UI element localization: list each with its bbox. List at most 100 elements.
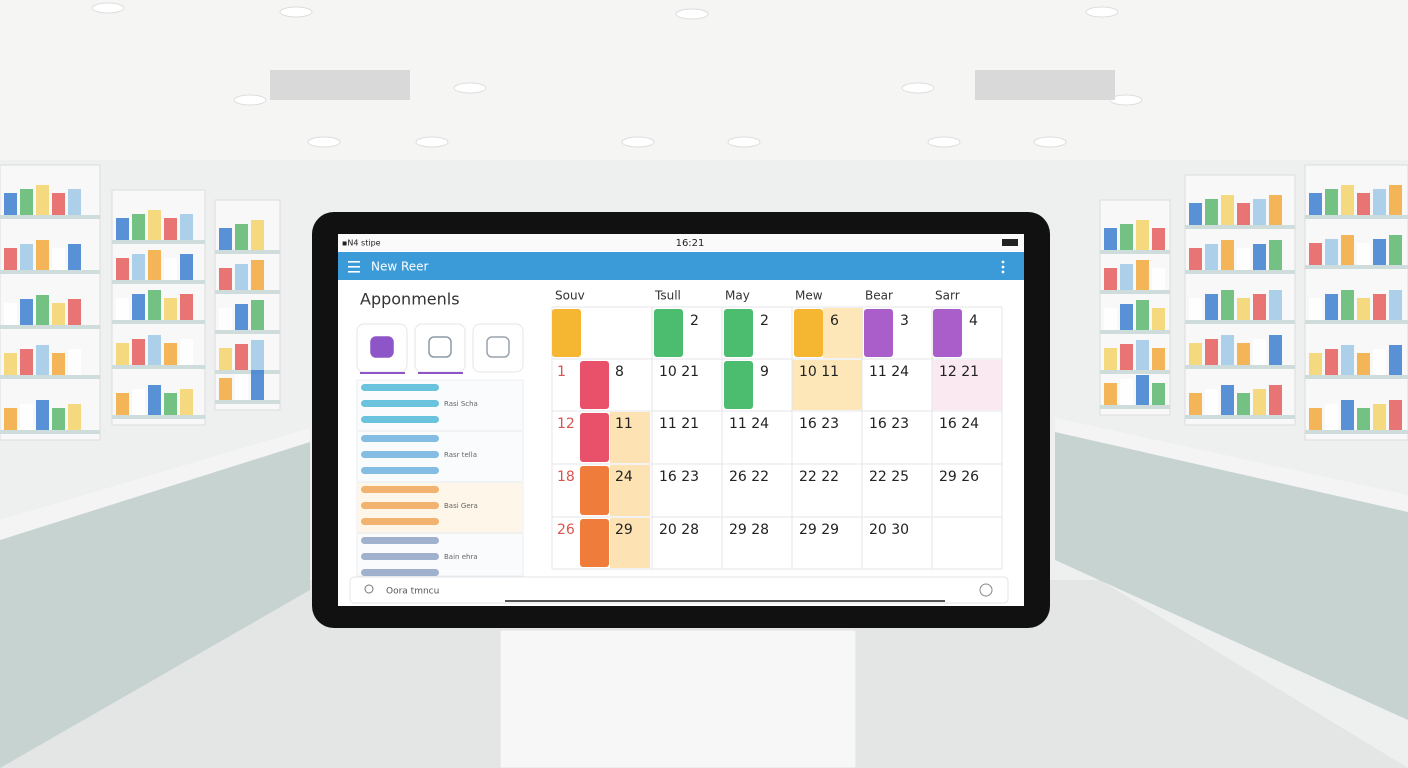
product-box (1253, 339, 1266, 365)
product-box (1253, 199, 1266, 225)
product-box (20, 404, 33, 430)
day-number: 2 (690, 313, 699, 329)
product-box (1269, 240, 1282, 270)
product-box (1136, 340, 1149, 370)
product-box (1309, 298, 1322, 320)
day-number: 8 (615, 364, 624, 380)
product-box (1152, 383, 1165, 405)
list-bar (361, 553, 439, 560)
product-box (1341, 290, 1354, 320)
day-header: Mew (795, 289, 823, 303)
more-icon (1001, 270, 1005, 274)
product-box (1152, 308, 1165, 330)
product-box (180, 254, 193, 280)
cell-highlight (610, 465, 650, 516)
product-box (132, 339, 145, 365)
product-box (1357, 353, 1370, 375)
product-box (1237, 298, 1250, 320)
product-box (1152, 268, 1165, 290)
product-box (1189, 343, 1202, 365)
list-bar (361, 435, 439, 442)
product-box (1205, 389, 1218, 415)
product-box (164, 343, 177, 365)
ceiling-light (91, 2, 125, 14)
product-box (1269, 385, 1282, 415)
ceiling-light (415, 136, 449, 148)
pedestal (499, 629, 857, 768)
day-number: 22 25 (869, 469, 909, 485)
product-box (36, 185, 49, 215)
product-box (1389, 290, 1402, 320)
product-box (1269, 335, 1282, 365)
day-number: 2 (760, 313, 769, 329)
shelf-board (0, 215, 100, 219)
ceiling-light (453, 82, 487, 94)
list-item-label: Bain ehra (444, 553, 478, 561)
counter-top-left (0, 428, 310, 540)
shelf-board (1305, 320, 1408, 324)
day-number: 29 26 (939, 469, 979, 485)
event-chip (654, 309, 683, 357)
list-item-label: Basi Gera (444, 502, 478, 510)
event-chip (864, 309, 893, 357)
product-box (164, 218, 177, 240)
counter-top-right (1055, 418, 1408, 512)
product-box (219, 268, 232, 290)
product-box (235, 224, 248, 250)
shelf-board (1185, 225, 1295, 229)
event-chip (794, 309, 823, 357)
product-box (1189, 298, 1202, 320)
list-bar (361, 451, 439, 458)
day-number: 3 (900, 313, 909, 329)
product-box (1221, 335, 1234, 365)
day-header: May (725, 289, 750, 303)
product-box (1373, 239, 1386, 265)
product-box (68, 404, 81, 430)
search-icon (364, 584, 374, 594)
home-indicator (505, 600, 945, 602)
product-box (116, 393, 129, 415)
product-box (36, 400, 49, 430)
shelf-board (1305, 265, 1408, 269)
ceiling-light (1085, 6, 1119, 18)
product-box (1309, 193, 1322, 215)
product-box (132, 254, 145, 280)
list-bar (361, 384, 439, 391)
product-box (4, 353, 17, 375)
sidebar-title: Apponmenls (360, 290, 460, 309)
menu-icon (348, 266, 360, 268)
product-box (1189, 203, 1202, 225)
shelf-board (1305, 430, 1408, 434)
shelf-board (0, 325, 100, 329)
shelf-board (112, 280, 205, 284)
icon-glyph (428, 336, 452, 358)
product-box (68, 299, 81, 325)
product-box (148, 290, 161, 320)
ceiling-light (901, 82, 935, 94)
list-item-label: Rasi Scha (444, 400, 478, 408)
day-number: 16 23 (799, 416, 839, 432)
product-box (116, 343, 129, 365)
shelf-board (0, 375, 100, 379)
day-number: 11 24 (869, 364, 909, 380)
day-number: 20 28 (659, 522, 699, 538)
product-box (1120, 224, 1133, 250)
product-box (1389, 235, 1402, 265)
product-box (148, 210, 161, 240)
product-box (235, 304, 248, 330)
product-box (116, 258, 129, 280)
shelf-board (1185, 320, 1295, 324)
product-box (1325, 404, 1338, 430)
product-box (1253, 389, 1266, 415)
shelf-board (1100, 405, 1170, 409)
day-header: Souv (555, 289, 585, 303)
shelf-board (215, 370, 280, 374)
product-box (20, 299, 33, 325)
product-box (219, 308, 232, 330)
search-placeholder: Oora tmncu (386, 587, 439, 597)
product-box (52, 408, 65, 430)
list-bar (361, 518, 439, 525)
product-box (1309, 243, 1322, 265)
menu-icon (348, 271, 360, 273)
